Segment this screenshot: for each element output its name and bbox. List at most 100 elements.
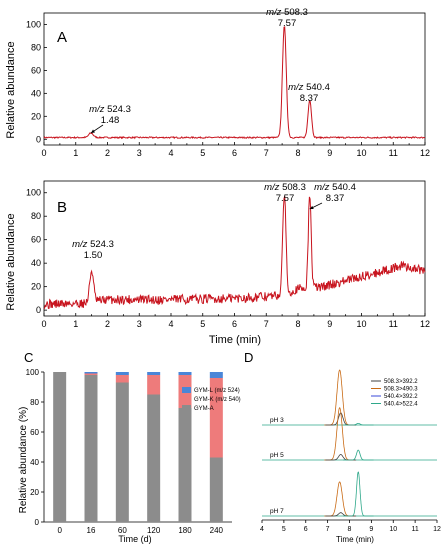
legend-swatch [182,387,191,393]
y-tick-label: 100 [26,368,40,377]
x-tick-label: 11 [389,148,398,158]
legend-swatch [182,405,191,411]
y-tick-label: 0 [36,305,41,315]
x-tick-label: 0 [41,148,46,158]
mz-symbol: m/z [266,7,284,18]
peak-retention-time: 7.57 [278,18,297,29]
x-tick-label: 4 [168,148,173,158]
x-axis-label: Time (min) [209,334,261,346]
legend-label: 508.3>392.2 [384,379,418,385]
x-tick-label: 3 [137,319,142,329]
peak-retention-time: 8.37 [300,93,319,104]
trace-peak [342,449,374,461]
x-tick-label: 5 [200,319,205,329]
peak-label: m/z 508.3 [264,182,306,193]
x-tick-label: 0 [57,526,62,535]
bar-segment [84,375,98,522]
mz-value: 540.4 [332,182,356,193]
mz-value: 524.3 [107,104,131,115]
panel-label: D [244,350,253,365]
x-tick-label: 120 [147,526,161,535]
trace-peak [325,454,357,461]
bar-segment [178,408,192,522]
x-tick-label: 7 [264,319,269,329]
panel-a: A Relative abundance 0 1 2 3 4 5 6 7 8 9 10 11 12020… [5,7,430,158]
x-tick-label: 10 [389,526,397,533]
y-axis-label: Relative abundance [5,41,17,138]
y-tick-label: 20 [30,488,39,497]
x-tick-label: 10 [356,319,366,329]
x-tick-label: 7 [326,526,330,533]
legend-label: GYM-K (m/z 540) [194,397,241,403]
mz-value: 508.3 [284,7,308,18]
y-tick-label: 0 [35,518,40,527]
x-tick-label: 12 [420,319,430,329]
mz-symbol: m/z [288,82,306,93]
legend-label: GYM-L (m/z 524) [194,388,240,394]
y-tick-label: 20 [31,111,41,121]
panel-label: B [57,199,67,216]
bar-segment [115,375,129,383]
x-tick-label: 1 [73,319,78,329]
bar-segment [115,372,129,375]
y-tick-label: 40 [30,458,39,467]
x-tick-label: 2 [105,319,110,329]
x-tick-label: 5 [200,148,205,158]
x-tick-label: 16 [87,526,96,535]
panel-d: D Time (min) 4 5 6 7 8 9 10 11 12 pH 3 pH 5 pH 7 508… [244,350,441,544]
mz-symbol: m/z [89,104,107,115]
x-tick-label: 8 [295,319,300,329]
peak-label: m/z 524.3 [89,104,131,115]
panel-label: A [57,29,67,46]
y-tick-label: 80 [31,42,41,52]
x-tick-label: 240 [210,526,224,535]
bar-segment [84,373,98,375]
mz-symbol: m/z [72,239,90,250]
y-tick-label: 80 [30,398,39,407]
x-tick-label: 8 [295,148,300,158]
y-tick-label: 60 [31,235,41,245]
bar-segment [84,372,98,374]
series-line [43,26,426,140]
legend-label: GYM-A [194,406,214,412]
trace-label: pH 7 [270,508,284,515]
trace-label: pH 5 [270,452,284,459]
x-tick-label: 4 [260,526,264,533]
series-line [43,195,426,310]
peak-retention-time: 1.50 [84,250,103,261]
x-tick-label: 11 [411,526,418,533]
peak-label: m/z 540.4 [288,82,330,93]
x-tick-label: 11 [389,319,398,329]
trace-peak [324,481,355,517]
legend-label: 540.4>522.4 [384,402,418,408]
y-tick-label: 0 [36,134,41,144]
legend-label: 540.4>392.2 [384,394,418,400]
x-tick-label: 6 [232,319,237,329]
y-axis-label: Relative abundance [5,213,17,310]
x-tick-label: 7 [264,148,269,158]
peak-label: m/z 540.4 [314,182,356,193]
x-tick-label: 8 [348,526,352,533]
trace-peak [342,423,374,426]
peak-label: m/z 524.3 [72,239,114,250]
x-tick-label: 3 [137,148,142,158]
mz-value: 508.3 [282,182,306,193]
bar-segment [147,375,161,395]
y-tick-label: 100 [26,188,41,198]
trace-peak [324,407,355,461]
x-tick-label: 60 [118,526,127,535]
legend-swatch [182,396,191,402]
bar-segment [209,457,223,522]
x-tick-label: 9 [369,526,373,533]
x-tick-label: 5 [282,526,286,533]
legend-label: 508.3>490.3 [384,387,418,393]
bar-segment [209,372,223,378]
bar-segment [178,372,192,375]
mz-value: 524.3 [90,239,114,250]
bar-segment [53,372,67,522]
peak-retention-time: 7.57 [276,193,295,204]
x-axis-label: Time (d) [118,534,151,544]
peak-retention-time: 8.37 [326,193,345,204]
